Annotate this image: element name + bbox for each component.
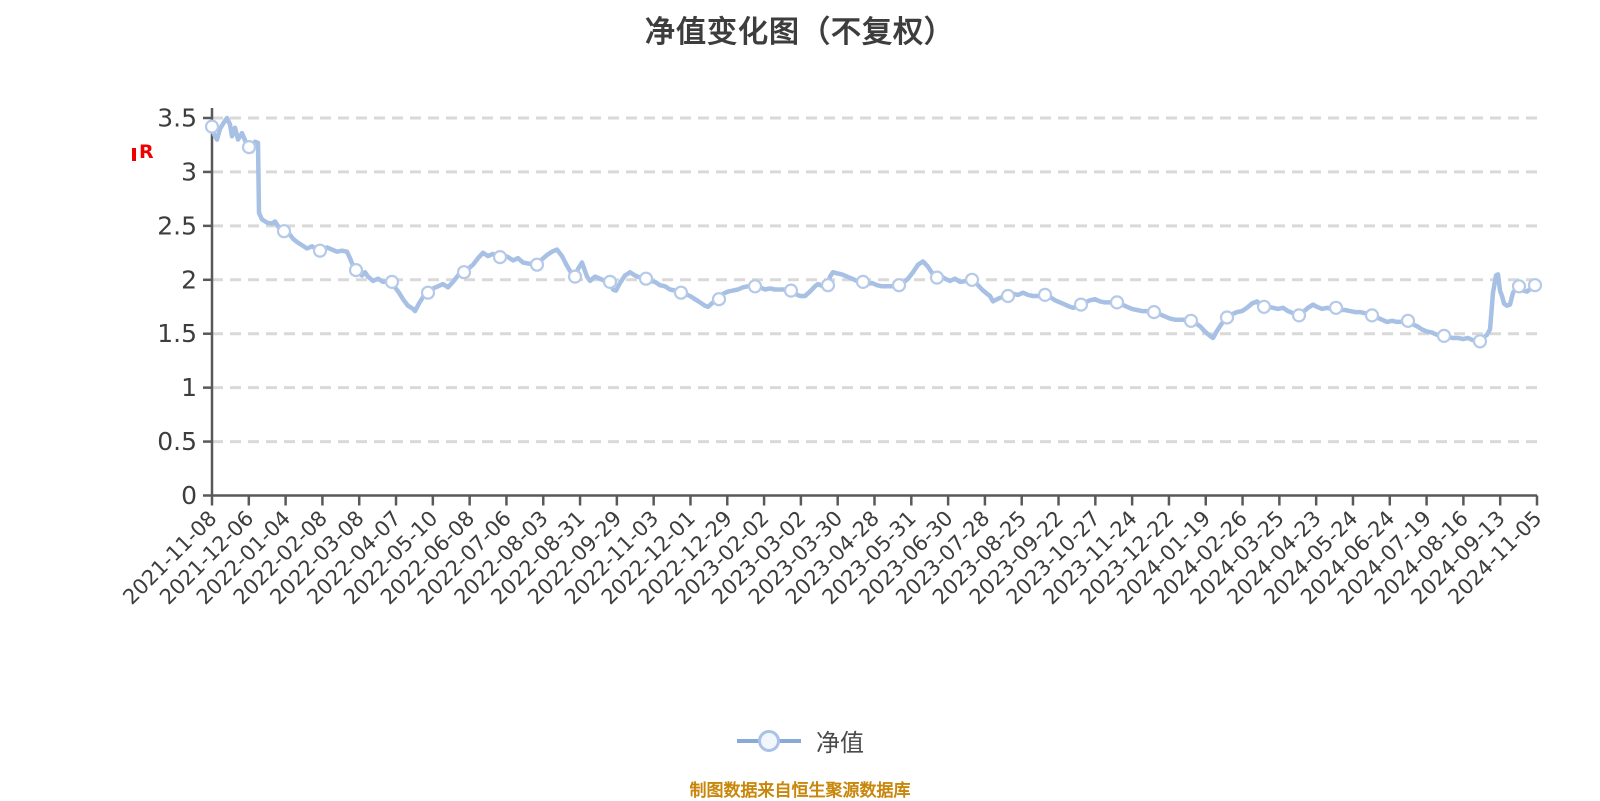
data-point-marker: [348, 263, 364, 278]
data-point-marker: [529, 257, 545, 272]
data-point-marker: [204, 119, 220, 134]
data-point-marker: [1436, 328, 1452, 343]
data-point-marker: [1364, 308, 1380, 323]
data-point-marker: [1183, 313, 1199, 328]
data-point-marker: [855, 274, 871, 289]
data-point-marker: [567, 269, 583, 284]
data-point-marker: [312, 243, 328, 258]
y-tick-label: 0.5: [157, 427, 197, 456]
data-point-marker: [276, 224, 292, 239]
red-r-marker: R: [132, 143, 154, 162]
legend-label: 净值: [816, 729, 864, 757]
data-point-marker: [420, 285, 436, 300]
legend-line-marker-icon: [737, 729, 801, 752]
y-tick-label: 2: [181, 265, 197, 294]
data-point-marker: [1328, 300, 1344, 315]
data-point-marker: [891, 278, 907, 293]
y-tick-label: 3: [181, 157, 197, 186]
page-title: 净值变化图（不复权）: [645, 15, 955, 50]
data-point-marker: [1291, 308, 1307, 323]
legend: 净值: [0, 723, 1600, 758]
data-point-marker: [1219, 310, 1235, 325]
y-tick-label: 3.5: [157, 104, 197, 133]
data-point-marker: [492, 250, 508, 265]
data-point-marker: [1037, 287, 1053, 302]
data-point-marker: [638, 271, 654, 286]
y-tick-label: 1: [181, 373, 197, 402]
data-point-marker: [1511, 279, 1527, 294]
data-point-marker: [241, 140, 257, 155]
y-tick-label: 2.5: [157, 211, 197, 240]
data-point-marker: [1256, 299, 1272, 314]
data-point-marker: [384, 274, 400, 289]
data-point-marker: [1400, 313, 1416, 328]
data-point-marker: [673, 285, 689, 300]
data-point-marker: [820, 278, 836, 293]
y-tick-label: 1.5: [157, 319, 197, 348]
y-tick-label: 0: [181, 481, 197, 510]
data-point-marker: [929, 270, 945, 285]
data-point-marker: [602, 274, 618, 289]
data-point-marker: [747, 279, 763, 294]
data-point-marker: [964, 272, 980, 287]
data-point-marker: [783, 283, 799, 298]
data-point-marker: [1000, 288, 1016, 304]
data-point-marker: [711, 292, 727, 307]
data-point-marker: [1472, 334, 1488, 349]
data-source-note: 制图数据来自恒生聚源数据库: [689, 781, 911, 801]
data-point-marker: [1073, 297, 1089, 312]
data-point-marker: [1146, 305, 1162, 320]
data-point-marker: [1109, 295, 1125, 310]
data-point-marker: [456, 265, 472, 280]
data-point-marker: [1527, 278, 1543, 293]
